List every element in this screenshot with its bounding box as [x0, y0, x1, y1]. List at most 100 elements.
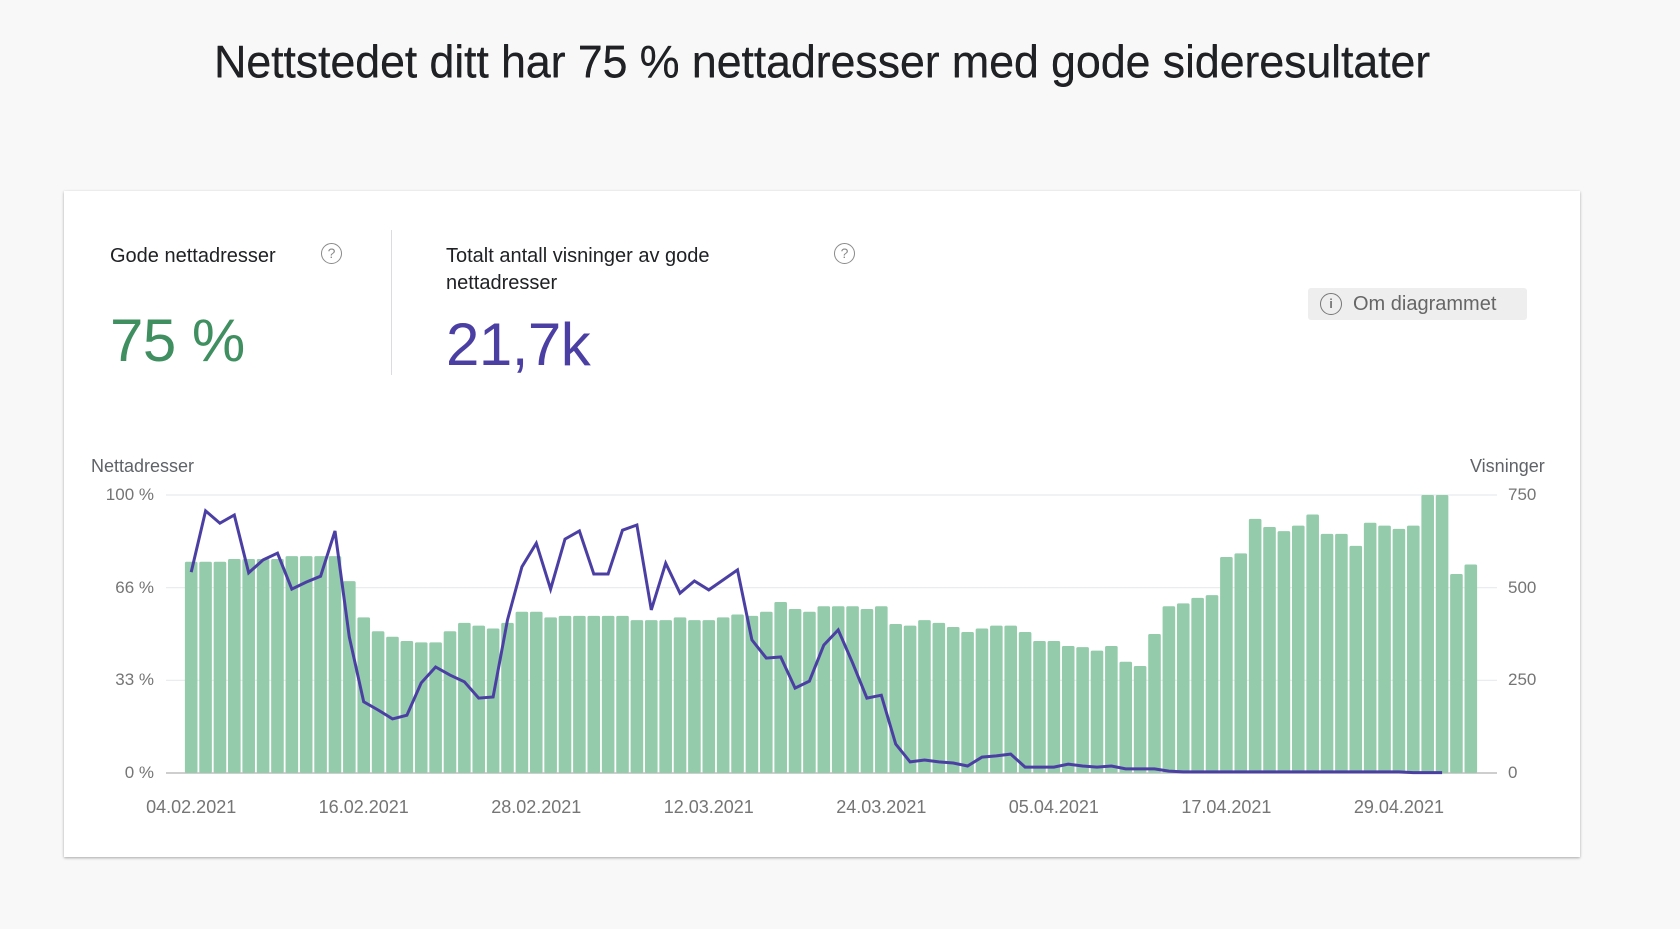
- bar[interactable]: [199, 561, 212, 773]
- bar[interactable]: [1133, 665, 1147, 773]
- bar[interactable]: [1421, 495, 1434, 773]
- views-line[interactable]: [189, 508, 1443, 775]
- bar[interactable]: [486, 628, 500, 773]
- bar[interactable]: [1407, 525, 1420, 773]
- bar[interactable]: [1018, 632, 1032, 773]
- bar[interactable]: [745, 615, 759, 773]
- bar[interactable]: [587, 615, 601, 773]
- bar[interactable]: [1090, 650, 1104, 773]
- bar[interactable]: [990, 625, 1003, 773]
- bar[interactable]: [1119, 661, 1133, 773]
- bar[interactable]: [443, 631, 457, 773]
- bar[interactable]: [946, 627, 960, 773]
- about-chart-button[interactable]: i Om diagrammet: [1308, 288, 1527, 320]
- bar[interactable]: [1220, 556, 1233, 773]
- bar[interactable]: [975, 628, 989, 773]
- bar[interactable]: [932, 622, 946, 773]
- bar[interactable]: [1378, 525, 1391, 773]
- bar[interactable]: [716, 617, 730, 773]
- bar[interactable]: [961, 632, 974, 773]
- bar[interactable]: [1176, 603, 1190, 773]
- bar[interactable]: [386, 636, 399, 773]
- bar[interactable]: [1277, 531, 1291, 773]
- bar[interactable]: [328, 556, 342, 773]
- bar[interactable]: [414, 642, 428, 773]
- bar[interactable]: [458, 622, 471, 773]
- bar[interactable]: [918, 620, 931, 773]
- bar[interactable]: [1248, 518, 1262, 773]
- bar[interactable]: [299, 556, 313, 773]
- bar[interactable]: [1363, 522, 1377, 773]
- bar[interactable]: [875, 606, 888, 773]
- bar[interactable]: [903, 625, 917, 773]
- bar[interactable]: [1320, 533, 1334, 773]
- bar[interactable]: [529, 611, 543, 773]
- bar[interactable]: [429, 642, 442, 773]
- bar[interactable]: [544, 617, 557, 773]
- bar[interactable]: [1263, 526, 1276, 773]
- bar[interactable]: [371, 631, 385, 773]
- metric-good-urls[interactable]: Gode nettadresser ? 75 %: [110, 243, 342, 371]
- bar[interactable]: [314, 556, 327, 773]
- bar[interactable]: [271, 558, 284, 773]
- bar[interactable]: [817, 606, 831, 773]
- left-tick-100: 100 %: [105, 485, 154, 504]
- bar[interactable]: [256, 558, 270, 773]
- bar[interactable]: [630, 620, 644, 773]
- bar[interactable]: [1033, 640, 1046, 773]
- x-tick-label: 28.02.2021: [491, 797, 582, 817]
- metric-good-url-impressions[interactable]: Totalt antall visninger av gode nettadre…: [446, 243, 855, 375]
- bar[interactable]: [1047, 640, 1061, 773]
- bar[interactable]: [343, 581, 356, 773]
- bar[interactable]: [1191, 597, 1204, 773]
- bar[interactable]: [601, 615, 615, 773]
- bar[interactable]: [1061, 645, 1075, 773]
- bar[interactable]: [860, 608, 874, 773]
- bar[interactable]: [1349, 545, 1363, 773]
- bar[interactable]: [501, 622, 514, 773]
- bar[interactable]: [774, 602, 787, 773]
- bar[interactable]: [831, 606, 845, 773]
- bar[interactable]: [1234, 553, 1248, 773]
- info-icon: i: [1320, 293, 1342, 315]
- bar[interactable]: [1162, 606, 1176, 773]
- right-tick-500: 500: [1508, 578, 1537, 597]
- bar[interactable]: [788, 608, 802, 773]
- bar[interactable]: [659, 620, 672, 773]
- bar[interactable]: [213, 561, 227, 773]
- bar[interactable]: [285, 556, 299, 773]
- bar[interactable]: [673, 617, 687, 773]
- bar[interactable]: [616, 615, 629, 773]
- bar[interactable]: [1464, 564, 1478, 774]
- bar[interactable]: [731, 614, 744, 773]
- bar[interactable]: [1435, 495, 1449, 773]
- bar[interactable]: [644, 620, 658, 773]
- bar[interactable]: [1291, 525, 1305, 773]
- bar[interactable]: [1004, 625, 1018, 773]
- bar[interactable]: [1392, 528, 1406, 773]
- bar[interactable]: [702, 620, 716, 773]
- bar[interactable]: [515, 611, 529, 773]
- bar[interactable]: [1076, 647, 1089, 773]
- bar[interactable]: [184, 561, 198, 773]
- bar[interactable]: [803, 611, 816, 773]
- bar[interactable]: [760, 611, 773, 773]
- bar[interactable]: [242, 558, 255, 773]
- bar[interactable]: [228, 558, 241, 773]
- left-tick-0: 0 %: [124, 763, 154, 782]
- bar[interactable]: [1306, 514, 1319, 773]
- bar[interactable]: [558, 615, 572, 773]
- x-tick-label: 16.02.2021: [318, 797, 409, 817]
- bar[interactable]: [1450, 573, 1463, 773]
- help-circle-icon[interactable]: ?: [321, 243, 342, 264]
- bar[interactable]: [846, 606, 859, 773]
- bar[interactable]: [1148, 634, 1161, 773]
- bar[interactable]: [688, 620, 701, 773]
- bar[interactable]: [1205, 595, 1219, 773]
- bar[interactable]: [573, 615, 586, 773]
- bar[interactable]: [1335, 533, 1348, 773]
- bar[interactable]: [400, 640, 414, 773]
- bar[interactable]: [1105, 645, 1118, 773]
- help-circle-icon[interactable]: ?: [834, 243, 855, 264]
